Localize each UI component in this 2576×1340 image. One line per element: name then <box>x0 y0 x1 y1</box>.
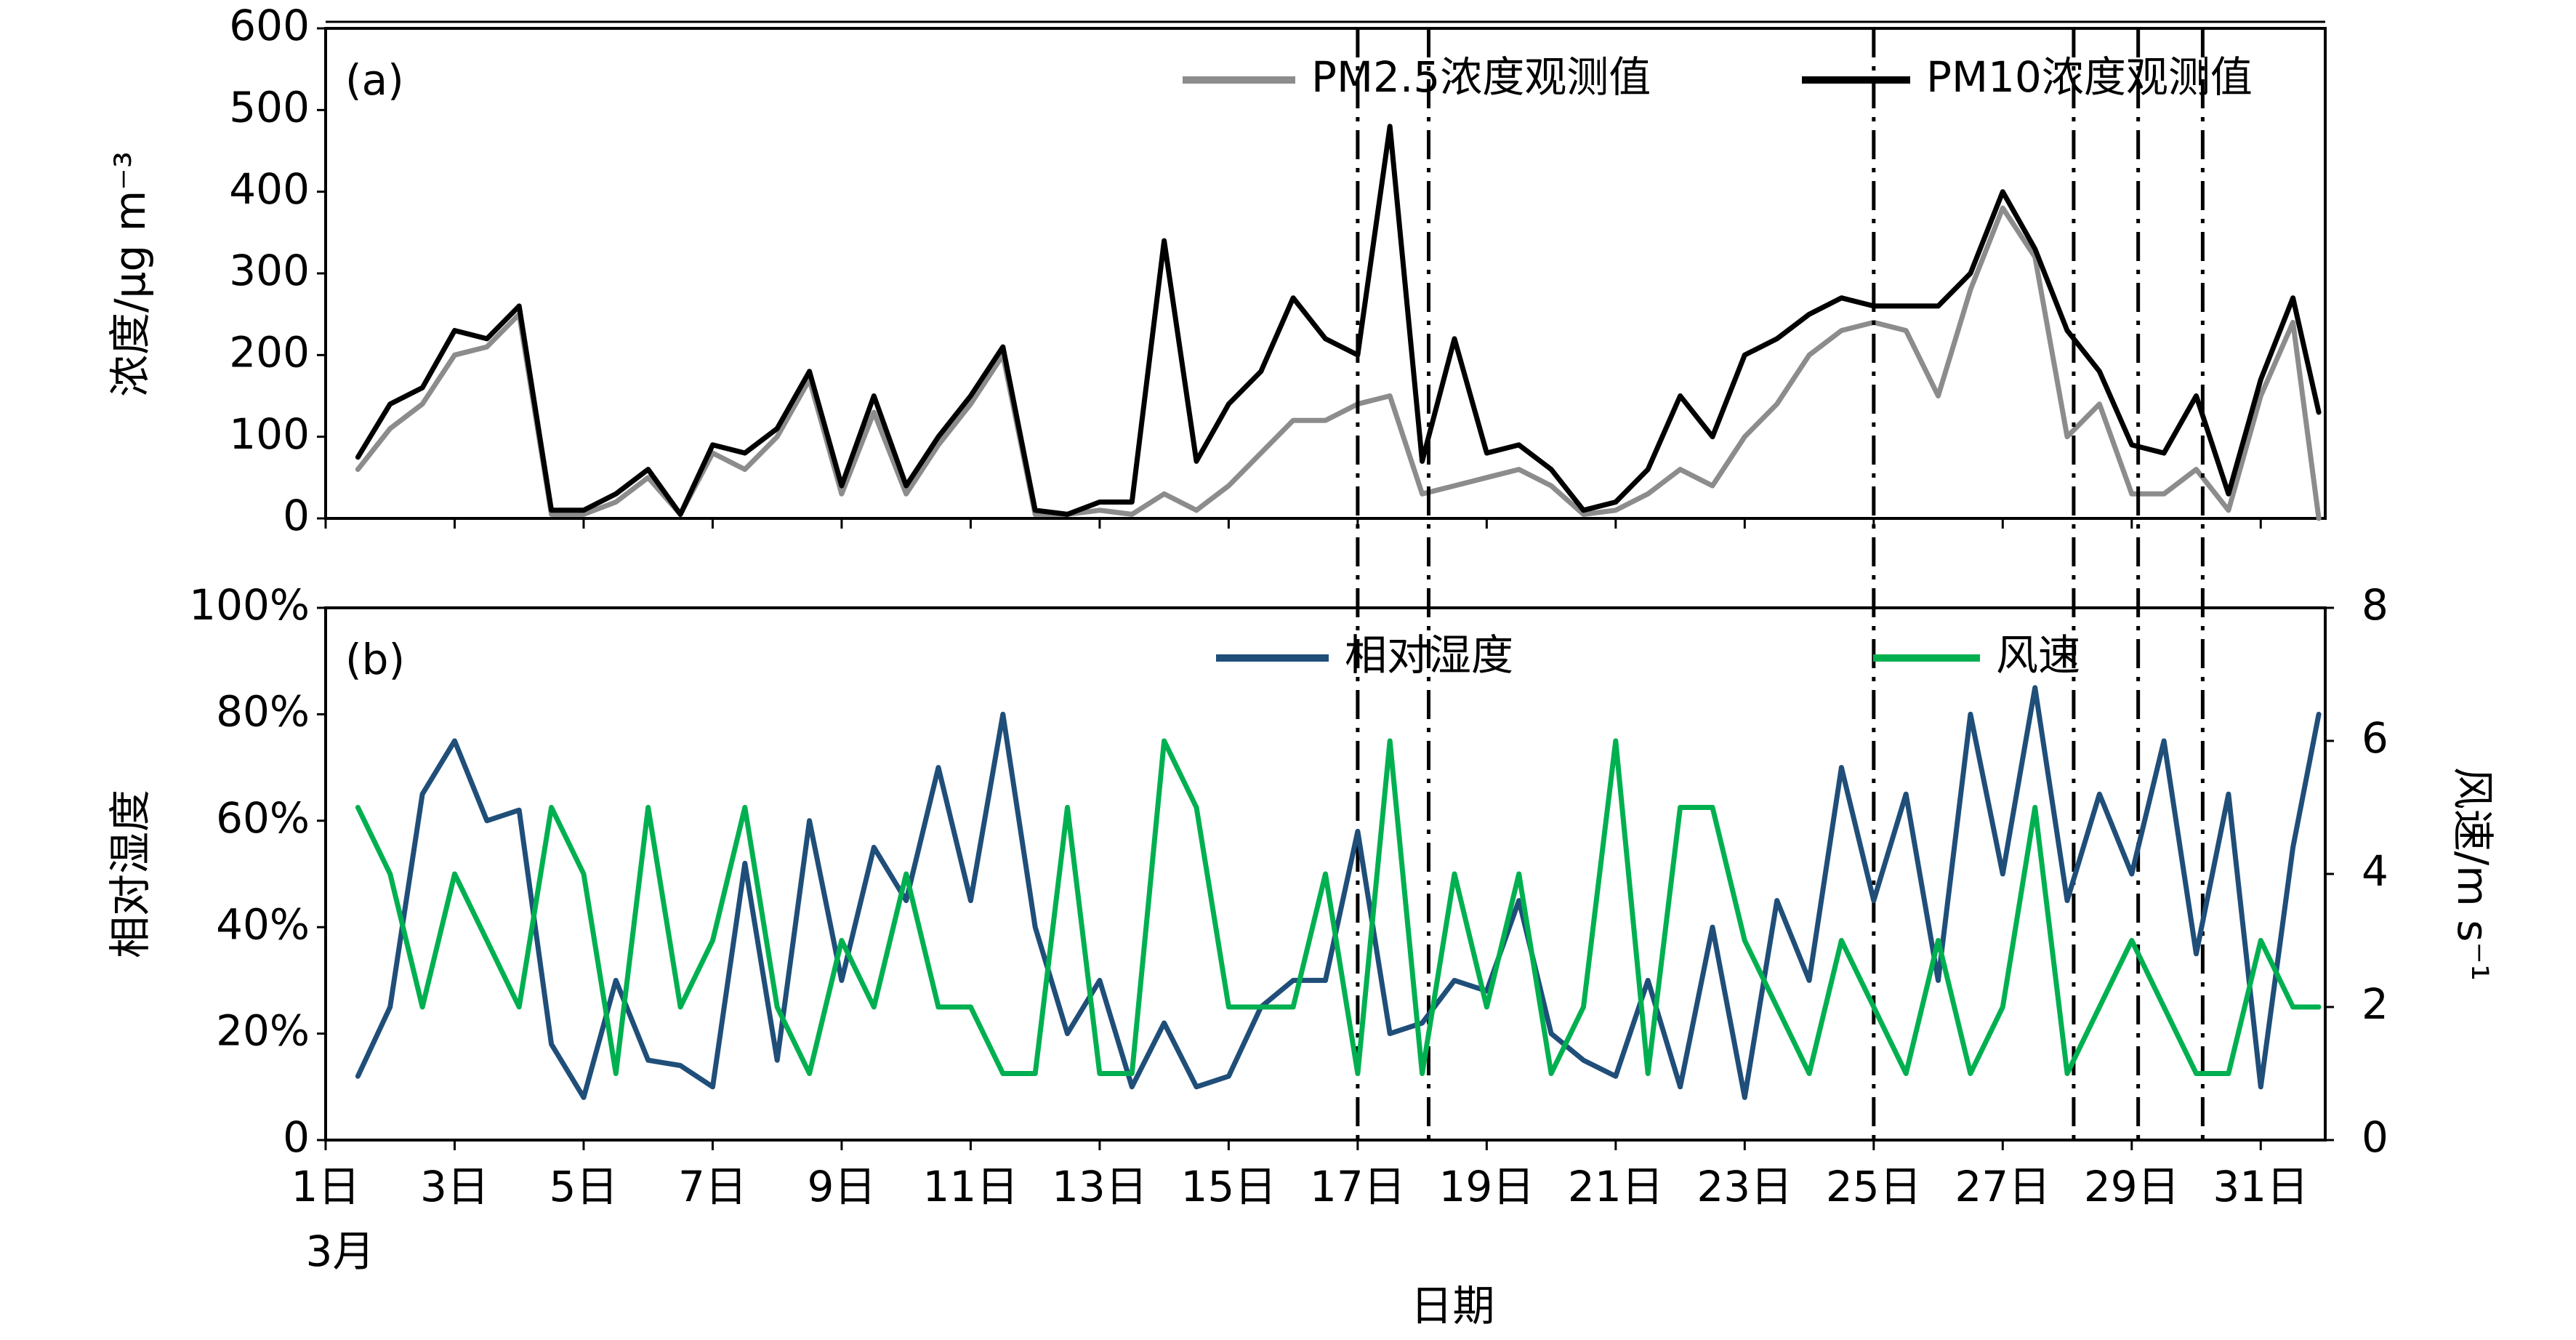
x-tick-label: 25日 <box>1826 1162 1922 1211</box>
legend-label: PM2.5浓度观测值 <box>1311 52 1651 102</box>
y-tick-label: 500 <box>229 82 310 132</box>
y-tick-label: 100% <box>189 580 310 630</box>
legend-label: 相对湿度 <box>1345 630 1513 680</box>
legend-label: 风速 <box>1996 630 2080 680</box>
y-tick-label: 0 <box>283 491 310 540</box>
x-tick-label: 3日 <box>420 1162 489 1211</box>
y-tick-label: 400 <box>229 164 310 214</box>
y2-axis-label: 风速/m s⁻¹ <box>2448 767 2497 982</box>
x-axis-label: 日期 <box>1410 1281 1494 1331</box>
x-tick-label: 1日 <box>291 1162 361 1211</box>
panel-label: (b) <box>345 635 405 684</box>
x-tick-label: 23日 <box>1696 1162 1792 1211</box>
y-axis-label: 浓度/μg m⁻³ <box>105 151 155 397</box>
x-tick-label: 9日 <box>807 1162 876 1211</box>
y-tick-label: 60% <box>216 793 310 843</box>
x-tick-label: 5日 <box>550 1162 619 1211</box>
y-tick-label: 300 <box>229 246 310 295</box>
x-tick-label: 11日 <box>923 1162 1019 1211</box>
y-tick-label: 80% <box>216 687 310 737</box>
x-sublabel: 3月 <box>306 1227 375 1276</box>
series-line <box>355 738 2322 1076</box>
y2-tick-label: 8 <box>2362 580 2388 630</box>
x-tick-label: 29日 <box>2084 1162 2180 1211</box>
y-tick-label: 600 <box>229 1 310 50</box>
y2-tick-label: 4 <box>2362 846 2388 896</box>
legend-label: PM10浓度观测值 <box>1926 52 2253 102</box>
x-tick-label: 27日 <box>1955 1162 2050 1211</box>
x-tick-label: 15日 <box>1180 1162 1276 1211</box>
x-tick-label: 21日 <box>1568 1162 1664 1211</box>
x-tick-label: 13日 <box>1052 1162 1148 1211</box>
y2-tick-label: 0 <box>2362 1112 2388 1162</box>
y-tick-label: 200 <box>229 327 310 377</box>
x-tick-label: 17日 <box>1310 1162 1406 1211</box>
x-tick-label: 19日 <box>1438 1162 1534 1211</box>
x-tick-label: 31日 <box>2213 1162 2309 1211</box>
y2-tick-label: 2 <box>2362 979 2388 1029</box>
panel-label: (a) <box>345 55 404 105</box>
y-tick-label: 40% <box>216 899 310 949</box>
y2-tick-label: 6 <box>2362 713 2388 763</box>
y-tick-label: 0 <box>283 1112 310 1162</box>
series-line <box>355 685 2322 1100</box>
y-tick-label: 100 <box>229 409 310 459</box>
x-tick-label: 7日 <box>678 1162 747 1211</box>
y-tick-label: 20% <box>216 1006 310 1056</box>
series-line <box>355 124 2322 517</box>
y-axis-label: 相对湿度 <box>105 790 155 958</box>
